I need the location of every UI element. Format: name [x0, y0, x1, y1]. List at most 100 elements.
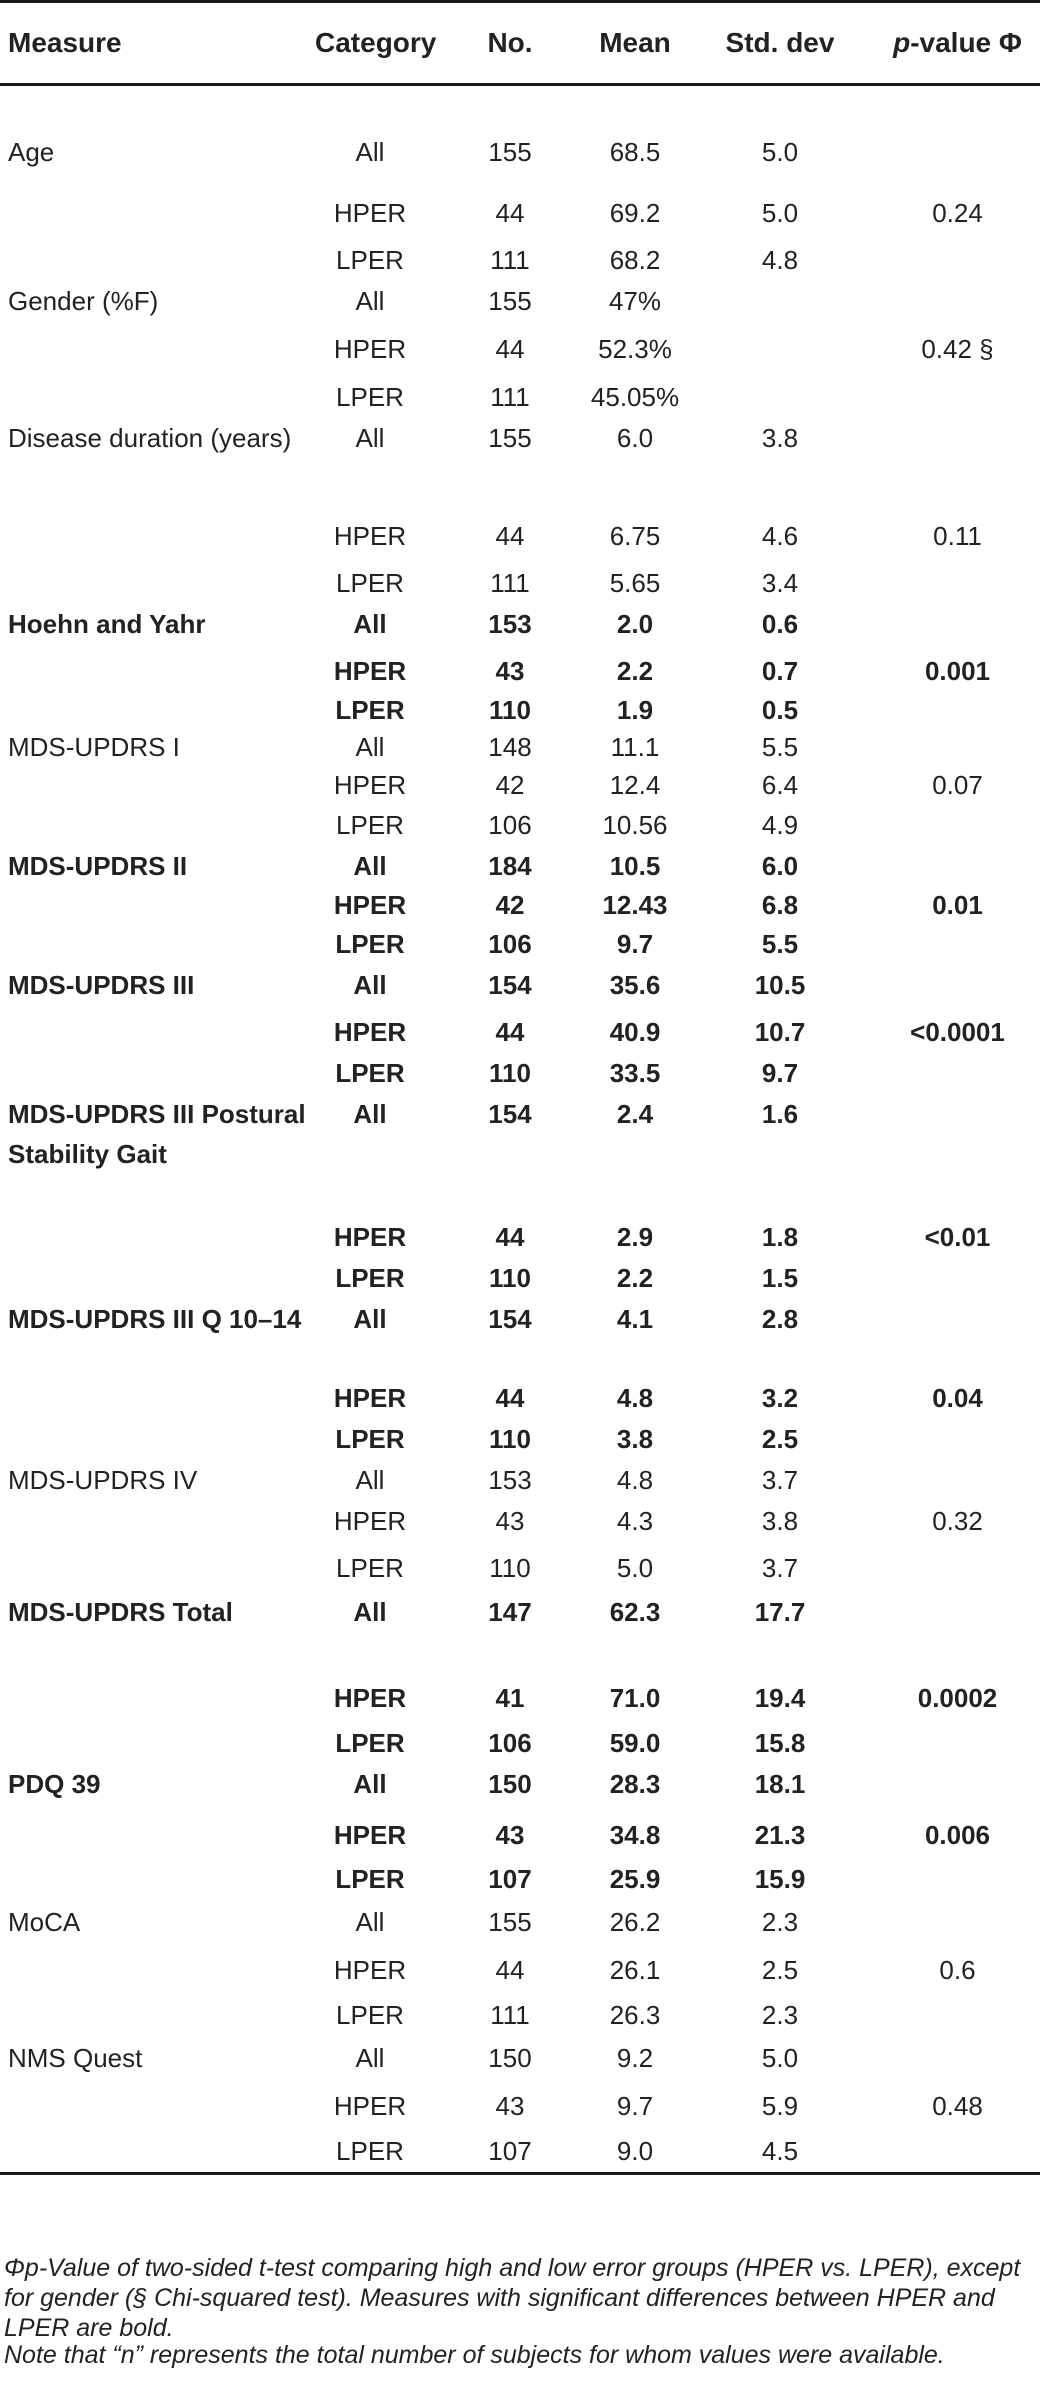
cell-no: 110: [489, 1058, 531, 1089]
cell-mean: 33.5: [609, 1058, 661, 1089]
cell-mean: 4.1: [616, 1303, 654, 1334]
cell-category: LPER: [336, 382, 404, 413]
cell-p-value: <0.01: [924, 1222, 991, 1253]
cell-mean: 34.8: [609, 1820, 661, 1851]
cell-no: 155: [488, 423, 532, 454]
cell-mean: 9.7: [616, 2090, 654, 2121]
cell-mean: 1.9: [616, 695, 654, 726]
cell-no: 42: [495, 770, 525, 801]
cell-p-value: 0.32: [932, 1505, 983, 1536]
cell-std-dev: 0.5: [761, 695, 799, 726]
cell-no: 110: [489, 695, 531, 726]
cell-std-dev: 5.0: [761, 2042, 799, 2073]
cell-measure: MDS-UPDRS IV: [8, 1464, 198, 1495]
cell-no: 155: [488, 136, 532, 167]
cell-mean: 52.3%: [598, 334, 672, 365]
cell-no: 111: [490, 244, 530, 275]
cell-no: 43: [495, 655, 525, 686]
cell-p-value: <0.0001: [910, 1017, 1005, 1048]
cell-no: 44: [495, 198, 525, 229]
cell-p-value: 0.6: [939, 1954, 976, 1985]
cell-no: 43: [495, 1505, 525, 1536]
cell-category: HPER: [333, 1017, 407, 1048]
cell-no: 153: [488, 609, 532, 640]
cell-mean: 6.0: [616, 423, 654, 454]
cell-category: LPER: [336, 2000, 404, 2031]
cell-p-value: 0.0002: [917, 1682, 998, 1713]
cell-std-dev: 4.5: [761, 2136, 799, 2167]
cell-category: LPER: [335, 1864, 405, 1895]
cell-std-dev: 6.8: [761, 889, 799, 920]
cell-mean: 6.75: [609, 521, 661, 552]
cell-mean: 62.3: [609, 1596, 661, 1627]
cell-std-dev: 0.6: [761, 609, 799, 640]
cell-std-dev: 3.2: [761, 1382, 799, 1413]
cell-measure: MDS-UPDRS III Postural Stability Gait: [8, 1099, 306, 1170]
header-std-dev: Std. dev: [725, 27, 835, 58]
cell-no: 154: [488, 1303, 532, 1334]
cell-no: 44: [495, 521, 525, 552]
cell-measure: NMS Quest: [8, 2042, 143, 2073]
cell-no: 148: [488, 732, 532, 762]
cell-category: HPER: [333, 1505, 407, 1536]
cell-std-dev: 0.7: [761, 655, 799, 686]
cell-no: 110: [489, 1263, 531, 1293]
cell-mean: 28.3: [609, 1769, 661, 1800]
cell-std-dev: 1.5: [761, 1263, 799, 1293]
cell-category: All: [355, 423, 385, 454]
cell-mean: 4.8: [616, 1464, 654, 1495]
cell-p-value: 0.11: [933, 521, 982, 552]
cell-std-dev: 15.9: [754, 1864, 806, 1895]
cell-measure: MDS-UPDRS Total: [8, 1596, 233, 1627]
cell-category: All: [355, 1906, 385, 1937]
cell-std-dev: 3.8: [761, 1505, 799, 1536]
cell-category: All: [355, 732, 385, 762]
cell-category: LPER: [336, 2136, 404, 2167]
cell-std-dev: 10.7: [754, 1017, 806, 1048]
cell-mean: 9.2: [616, 2042, 654, 2073]
cell-mean: 68.2: [609, 244, 661, 275]
header-mean: Mean: [599, 27, 671, 58]
cell-std-dev: 21.3: [754, 1820, 806, 1851]
cell-measure: Hoehn and Yahr: [8, 609, 206, 640]
cell-category: HPER: [333, 521, 407, 552]
cell-mean: 26.2: [609, 1906, 661, 1937]
cell-std-dev: 4.8: [761, 244, 799, 275]
cell-p-value: 0.006: [924, 1820, 991, 1851]
cell-category: LPER: [336, 809, 404, 840]
cell-no: 110: [489, 1552, 531, 1583]
cell-category: All: [353, 1099, 387, 1130]
cell-std-dev: 2.8: [761, 1303, 799, 1334]
table-header-rule: [0, 83, 1040, 86]
cell-measure: Age: [8, 136, 55, 167]
cell-std-dev: 1.8: [761, 1222, 799, 1253]
cell-category: HPER: [333, 2090, 407, 2121]
cell-measure: MoCA: [8, 1906, 81, 1937]
cell-measure: MDS-UPDRS I: [8, 732, 180, 762]
cell-mean: 4.3: [616, 1505, 654, 1536]
cell-std-dev: 3.4: [761, 568, 799, 599]
cell-std-dev: 2.3: [761, 1906, 799, 1937]
cell-mean: 11.1: [610, 732, 660, 762]
cell-p-value: 0.24: [932, 198, 983, 229]
cell-measure: PDQ 39: [8, 1769, 101, 1800]
cell-category: HPER: [333, 1682, 407, 1713]
cell-mean: 10.5: [609, 850, 661, 881]
cell-std-dev: 9.7: [761, 1058, 799, 1089]
cell-mean: 40.9: [609, 1017, 661, 1048]
cell-category: LPER: [335, 1423, 405, 1454]
cell-no: 153: [488, 1464, 532, 1495]
cell-mean: 2.0: [616, 609, 654, 640]
cell-std-dev: 6.4: [761, 770, 799, 801]
cell-category: All: [353, 1596, 387, 1627]
cell-no: 154: [488, 1099, 532, 1130]
cell-std-dev: 5.0: [761, 136, 799, 167]
cell-category: HPER: [333, 770, 407, 801]
cell-std-dev: 19.4: [754, 1682, 806, 1713]
table-header-row: Measure Category No. Mean Std. dev p-val…: [0, 3, 1040, 83]
cell-no: 44: [495, 1954, 525, 1985]
cell-no: 184: [488, 850, 532, 881]
cell-measure: Gender (%F): [8, 285, 159, 316]
cell-mean: 4.8: [616, 1382, 654, 1413]
cell-category: HPER: [333, 1954, 407, 1985]
